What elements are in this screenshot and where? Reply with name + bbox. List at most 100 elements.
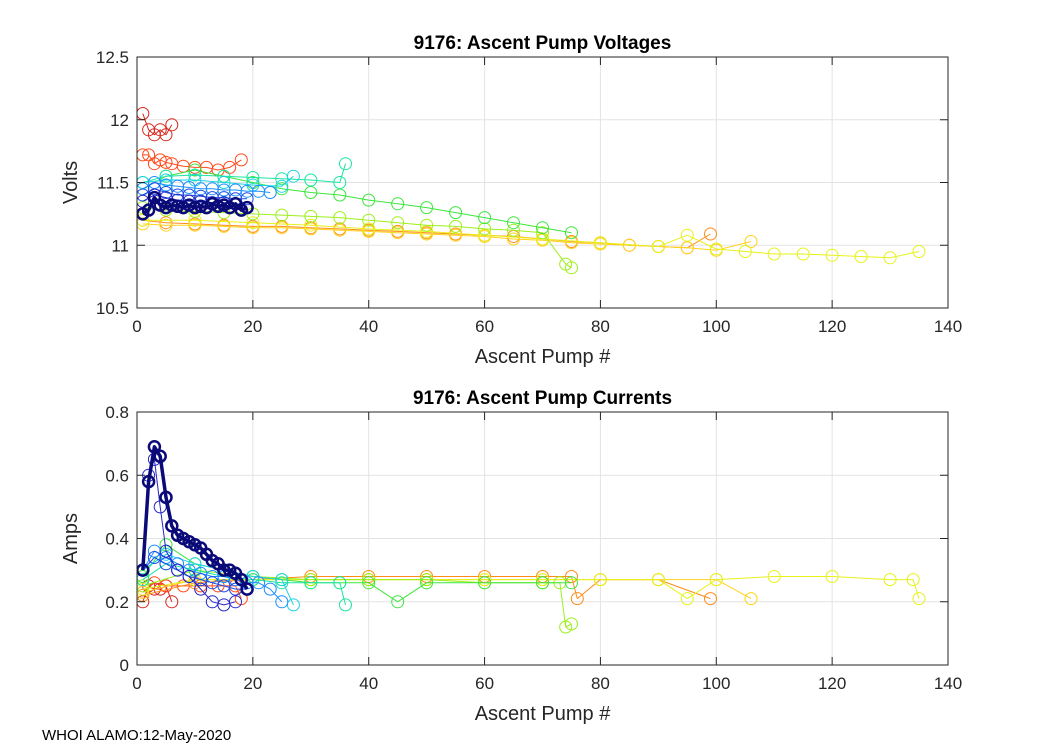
- data-point: [229, 595, 242, 609]
- series-line-1: [142, 113, 173, 136]
- x-tick-label: 40: [359, 674, 378, 693]
- data-point: [391, 226, 405, 240]
- data-point: [252, 576, 266, 590]
- x-tick-label: 80: [591, 317, 610, 336]
- chart-title: 9176: Ascent Pump Currents: [413, 388, 672, 409]
- data-point: [304, 218, 318, 232]
- data-point: [449, 228, 463, 242]
- data-point: [704, 592, 717, 606]
- data-point: [182, 570, 196, 583]
- data-point: [333, 223, 347, 237]
- data-point: [704, 227, 717, 241]
- data-point: [234, 153, 248, 167]
- x-tick-label: 0: [132, 674, 141, 693]
- data-point: [362, 576, 376, 590]
- data-point: [275, 573, 289, 587]
- data-point: [651, 240, 665, 253]
- data-point: [565, 226, 578, 240]
- data-point: [362, 222, 376, 236]
- chart-panel-2: 0 20 40 60 80 100 120 140 0 0.2 0.4 0.6 0.8 9176: Asc…: [60, 388, 962, 725]
- data-point: [478, 222, 492, 236]
- y-tick-label: 10.5: [96, 299, 129, 318]
- data-point: [159, 218, 173, 232]
- data-point: [536, 573, 549, 587]
- data-point: [362, 573, 376, 587]
- data-point: [362, 213, 376, 227]
- x-tick-label: 100: [702, 317, 730, 336]
- data-point: [194, 582, 208, 596]
- x-tick-label: 60: [475, 317, 494, 336]
- data-point: [570, 592, 584, 606]
- data-point: [275, 208, 289, 222]
- data-point: [165, 118, 179, 132]
- data-point: [188, 218, 202, 232]
- series-line-5: [142, 576, 920, 600]
- data-point: [246, 171, 260, 184]
- data-point: [137, 217, 150, 231]
- series-line-9: [142, 175, 294, 187]
- data-point: [912, 245, 926, 258]
- y-tick-label: 12: [110, 111, 129, 130]
- data-point: [137, 595, 150, 609]
- data-point: [263, 582, 277, 596]
- data-point: [137, 213, 150, 227]
- data-point: [141, 203, 156, 217]
- y-tick-label: 0.2: [105, 593, 129, 612]
- data-point: [333, 211, 347, 225]
- data-point: [565, 617, 578, 631]
- data-point: [449, 219, 463, 233]
- data-point: [449, 206, 463, 220]
- data-point: [709, 573, 723, 587]
- series-line-7: [142, 169, 572, 234]
- data-point: [420, 227, 434, 241]
- data-point: [906, 573, 920, 587]
- series-line-8: [142, 163, 346, 183]
- data-point: [680, 241, 694, 255]
- data-point: [137, 585, 150, 599]
- y-axis-label: Volts: [60, 161, 82, 204]
- data-point: [362, 193, 376, 207]
- data-point: [159, 155, 173, 169]
- x-tick-label: 120: [818, 317, 846, 336]
- x-tick-label: 20: [243, 317, 262, 336]
- data-point: [159, 544, 173, 558]
- data-point: [333, 576, 347, 590]
- data-point: [147, 440, 162, 454]
- x-tick-label: 120: [818, 674, 846, 693]
- data-point: [507, 216, 520, 230]
- data-point: [912, 592, 926, 606]
- data-point: [825, 248, 839, 262]
- data-point: [796, 247, 810, 261]
- data-point: [240, 582, 254, 596]
- data-point: [767, 247, 781, 261]
- series-group: [137, 440, 926, 634]
- data-point: [744, 592, 758, 606]
- data-point: [709, 242, 723, 256]
- chart-panel-1: 0 20 40 60 80 100 120 140 10.5 11 11.5 12 12.5 9176: …: [60, 33, 962, 368]
- x-tick-label: 100: [702, 674, 730, 693]
- data-point: [165, 595, 179, 609]
- data-point: [507, 223, 520, 237]
- data-point: [165, 519, 179, 533]
- data-point: [188, 163, 202, 177]
- data-point: [171, 563, 185, 577]
- data-point: [420, 576, 434, 590]
- data-point: [333, 176, 347, 189]
- data-point: [593, 236, 607, 250]
- data-point: [246, 216, 260, 230]
- data-point: [240, 200, 254, 215]
- x-tick-label: 80: [591, 674, 610, 693]
- y-tick-label: 0: [120, 656, 129, 675]
- data-point: [188, 168, 202, 182]
- data-point: [275, 576, 289, 590]
- series-line-8: [142, 563, 346, 606]
- data-point: [275, 179, 289, 193]
- data-point: [565, 261, 578, 275]
- y-tick-label: 12.5: [96, 48, 129, 67]
- x-axis-label: Ascent Pump #: [475, 346, 612, 368]
- data-point: [680, 592, 694, 606]
- data-point: [217, 563, 231, 577]
- data-point: [536, 576, 549, 590]
- x-axis-label: Ascent Pump #: [475, 703, 612, 725]
- data-point: [275, 221, 289, 235]
